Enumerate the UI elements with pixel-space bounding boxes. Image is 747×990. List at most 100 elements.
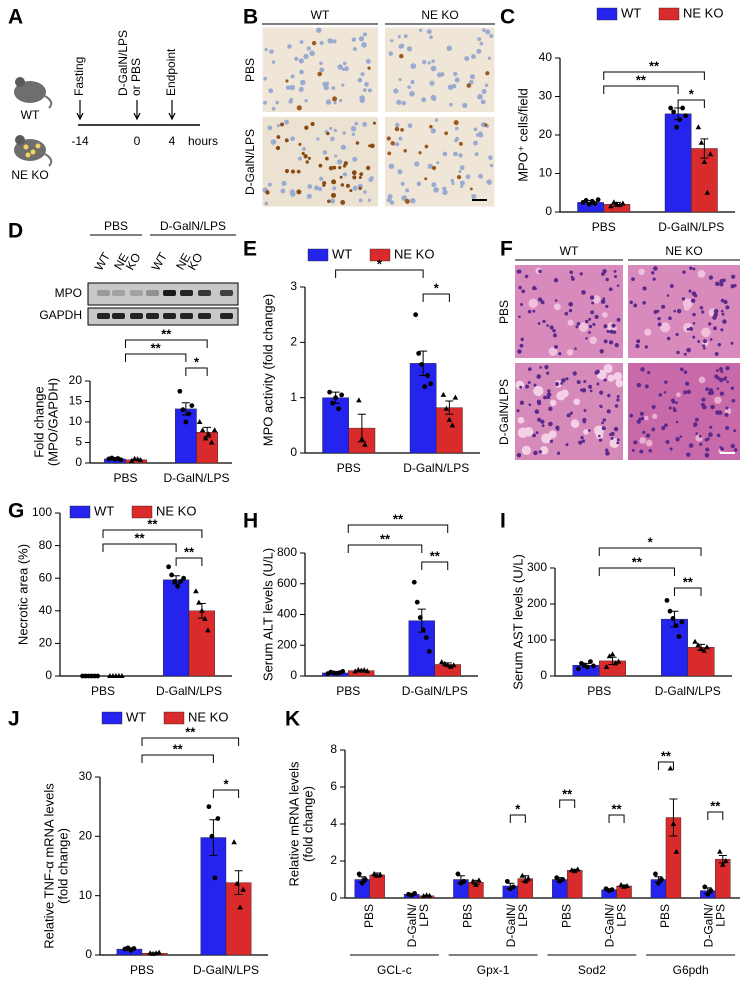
cell — [540, 419, 545, 424]
event-arrow — [168, 100, 176, 121]
cell — [610, 436, 614, 440]
cell — [537, 417, 542, 422]
cell — [350, 126, 357, 132]
cell — [614, 342, 619, 348]
significance-label: * — [648, 534, 654, 549]
cell — [290, 169, 296, 174]
data-point — [205, 627, 211, 633]
x-tick-label: PBS — [130, 963, 154, 977]
y-tick-label: 20 — [69, 373, 83, 387]
cell — [482, 28, 486, 32]
cell — [663, 391, 667, 394]
data-point — [698, 646, 704, 651]
cell — [521, 445, 532, 456]
cell — [326, 131, 330, 136]
cell — [538, 450, 542, 454]
cell — [319, 41, 324, 46]
cell — [479, 41, 484, 46]
data-point — [708, 888, 714, 893]
legend-swatch — [163, 711, 185, 725]
cell — [549, 399, 557, 407]
cell — [616, 441, 620, 445]
cell — [342, 61, 347, 66]
cell — [454, 138, 458, 143]
cell — [475, 133, 480, 138]
cell — [406, 46, 413, 52]
cell — [476, 48, 482, 54]
data-point — [333, 395, 339, 401]
cell — [329, 198, 336, 204]
data-point — [211, 427, 218, 433]
cell — [524, 274, 529, 279]
cell — [281, 180, 287, 186]
cell — [419, 28, 423, 32]
x-tick-label: PBS — [91, 684, 115, 698]
panel-letter: G — [8, 500, 24, 523]
bar — [436, 407, 463, 454]
cell — [516, 453, 522, 458]
panel-letter: C — [500, 6, 515, 29]
cell — [351, 132, 355, 137]
data-point — [707, 151, 714, 157]
mouse-spot — [25, 152, 31, 158]
cell — [653, 266, 658, 271]
cell — [362, 121, 368, 127]
x-tick-label: PBS — [461, 904, 475, 928]
cell — [608, 340, 614, 345]
cell — [362, 88, 367, 93]
data-point — [181, 575, 187, 581]
cell — [401, 100, 407, 106]
column-label: PBS — [104, 219, 128, 233]
legend-swatch — [596, 7, 618, 21]
cell — [424, 177, 428, 181]
data-point — [449, 422, 456, 428]
data-point — [603, 664, 610, 669]
cell — [367, 88, 373, 93]
cell — [666, 336, 671, 341]
y-tick-label: 1 — [290, 390, 297, 404]
cell — [539, 366, 542, 369]
cell — [520, 337, 524, 342]
cell — [300, 79, 306, 86]
cell — [316, 137, 320, 141]
data-point — [231, 839, 237, 845]
cell — [304, 125, 309, 130]
row-label: D-GalN/LPS — [497, 379, 511, 445]
cell — [351, 170, 357, 176]
y-tick-label: 2 — [330, 853, 337, 867]
cell — [427, 61, 431, 65]
cell — [334, 154, 338, 158]
cell — [546, 371, 550, 375]
cell — [424, 144, 429, 149]
data-point — [701, 158, 708, 164]
cell — [489, 33, 494, 39]
image-border — [261, 26, 496, 208]
cell — [697, 269, 706, 278]
cell — [453, 120, 459, 126]
cell — [434, 118, 439, 122]
panel-letter: K — [285, 708, 300, 731]
cell — [488, 155, 493, 160]
cell — [588, 317, 592, 321]
cell — [588, 331, 591, 334]
blot-band — [146, 290, 159, 296]
cell — [570, 419, 580, 428]
data-point — [205, 431, 212, 437]
data-point — [668, 105, 674, 111]
cell — [638, 417, 642, 421]
cell — [642, 286, 647, 291]
significance-label: * — [377, 256, 383, 271]
data-point — [576, 666, 581, 672]
bar — [174, 408, 197, 464]
cell — [644, 415, 649, 421]
data-point — [525, 875, 532, 881]
data-point — [413, 312, 419, 318]
cell — [338, 165, 342, 170]
cell — [284, 138, 289, 143]
bar — [661, 618, 688, 677]
mouse-ear — [15, 77, 25, 87]
cell — [407, 123, 413, 128]
data-point — [470, 878, 476, 884]
data-point — [119, 673, 125, 678]
